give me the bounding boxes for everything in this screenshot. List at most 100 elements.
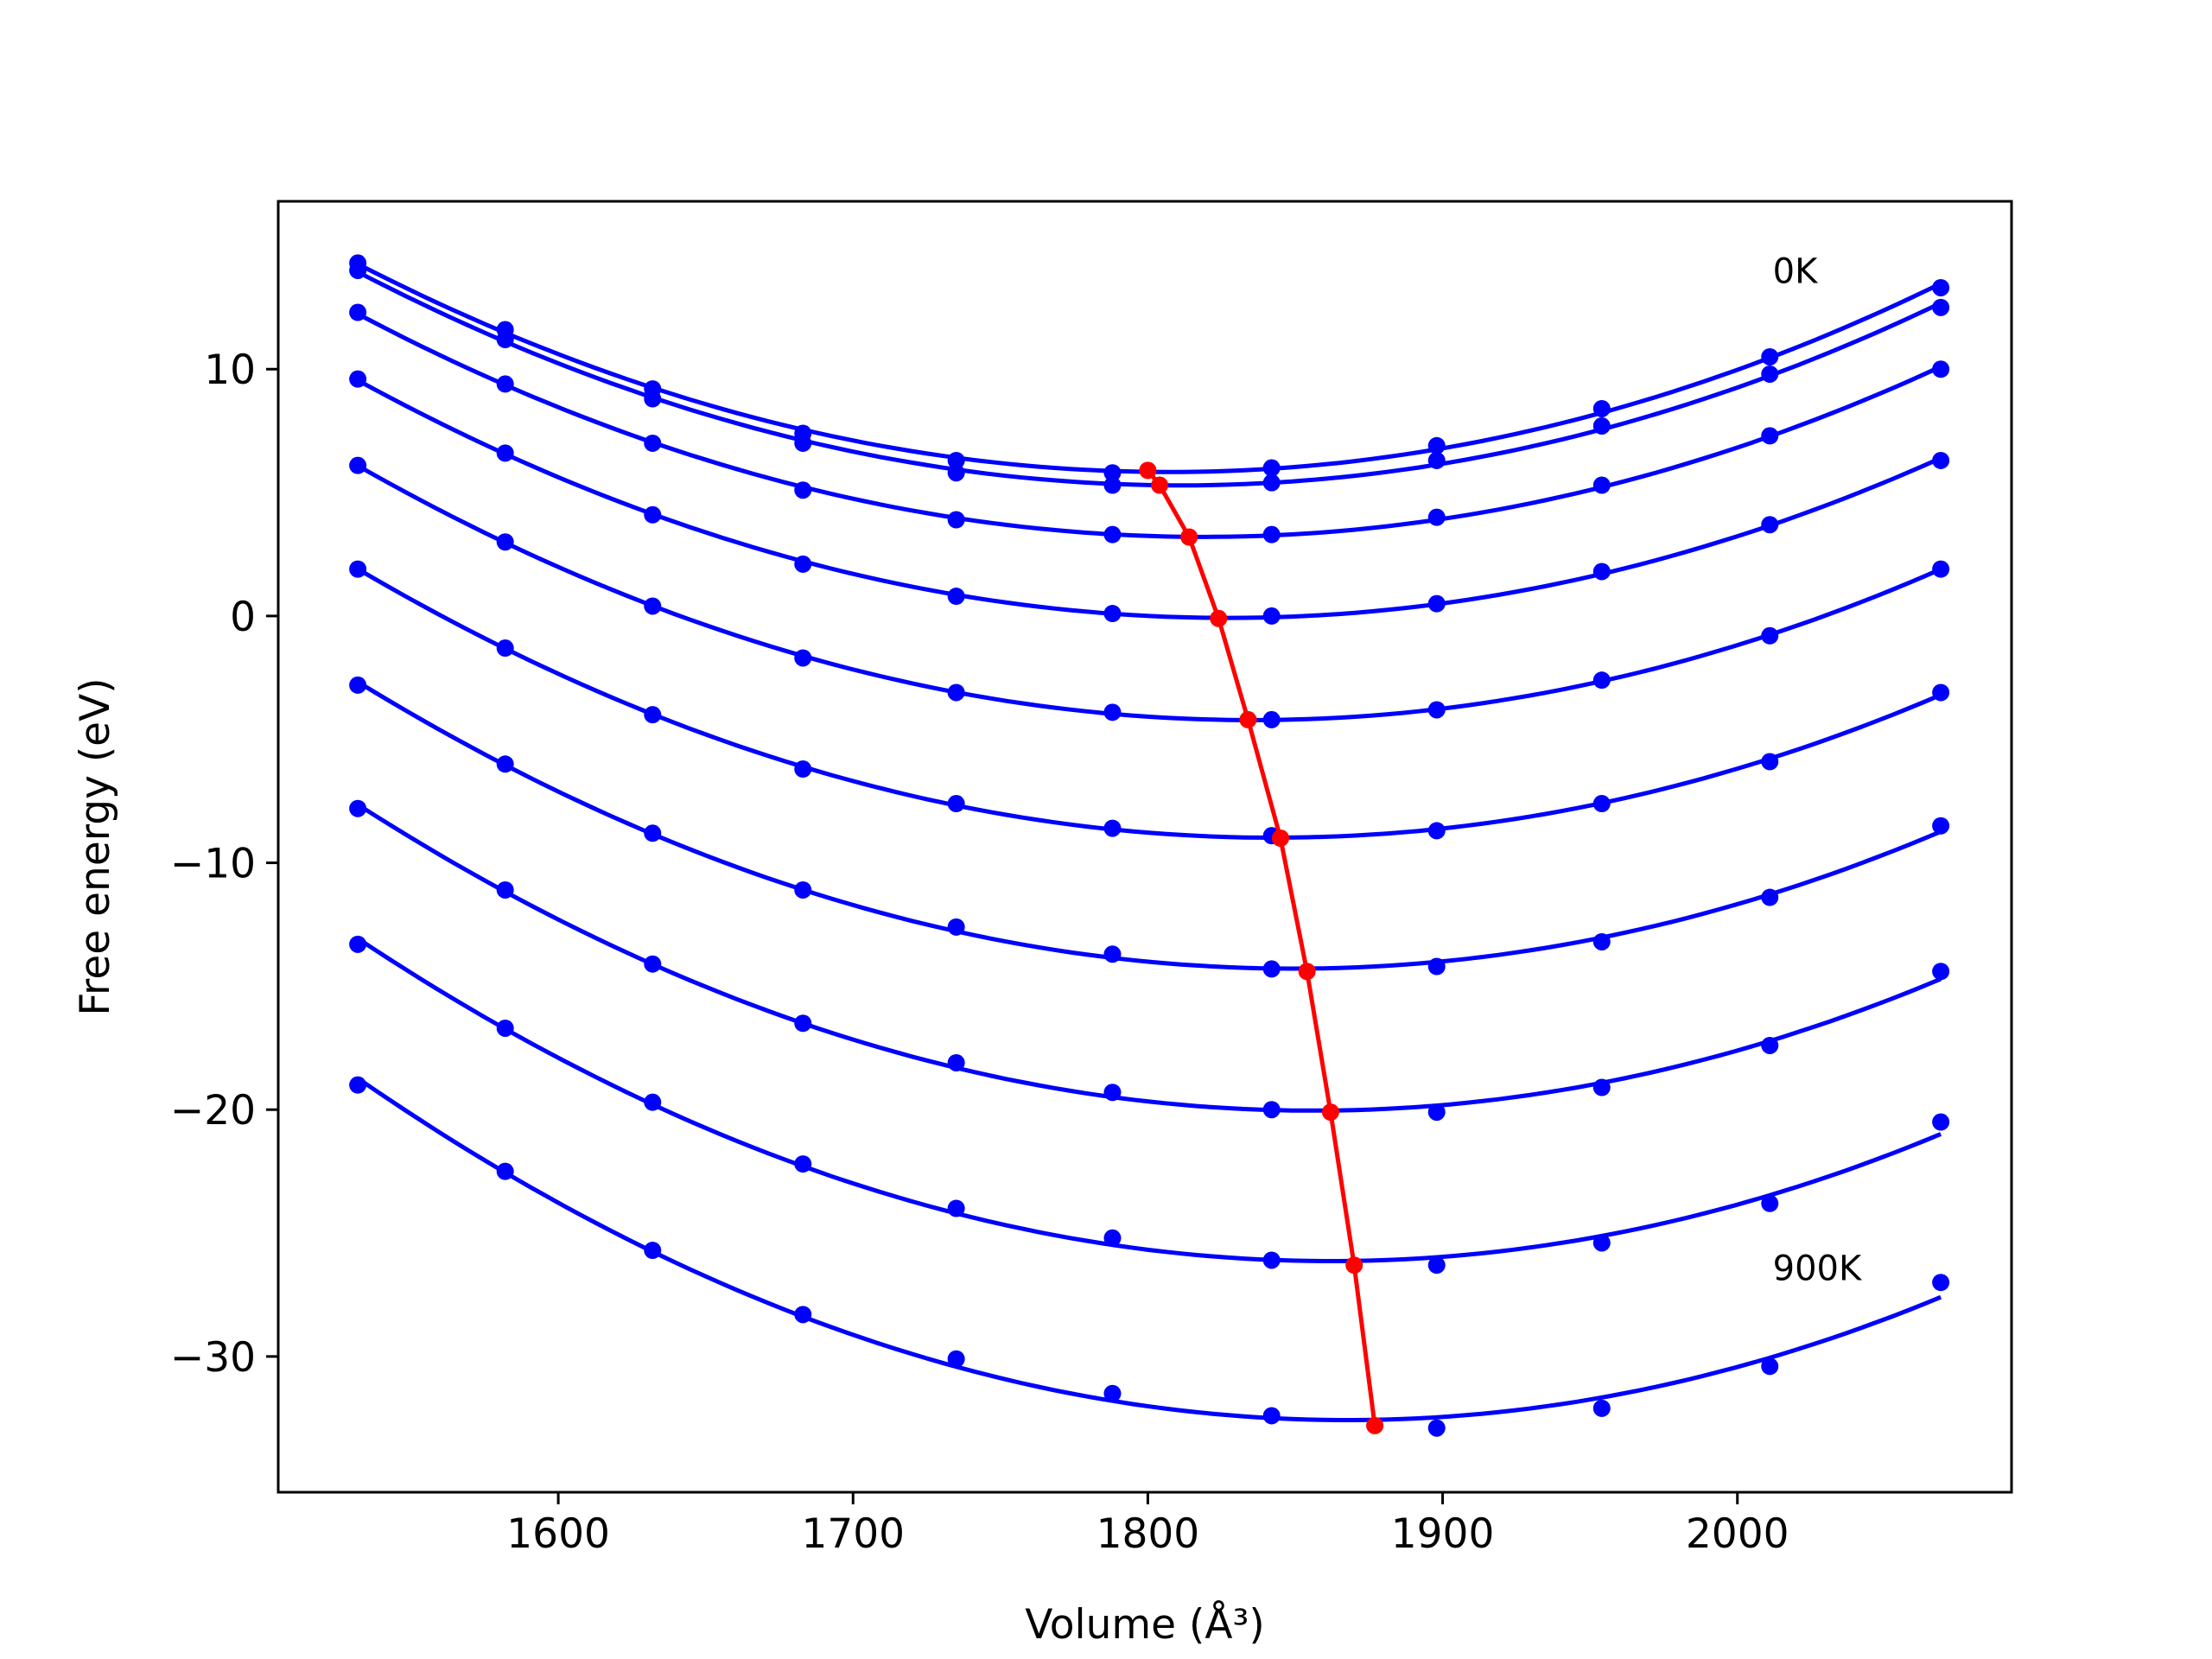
fit-curve-3 xyxy=(356,312,1942,539)
minimum-line-layer xyxy=(1139,461,1384,1434)
data-point xyxy=(1103,819,1122,837)
data-point xyxy=(1761,427,1779,445)
data-point xyxy=(496,1019,514,1037)
data-point xyxy=(1262,525,1281,543)
data-point xyxy=(947,795,965,813)
minimum-point xyxy=(1210,609,1228,627)
fit-curve-9 xyxy=(356,937,1942,1263)
annotations-layer: 0K 900K xyxy=(1773,251,1863,1288)
data-point xyxy=(1932,360,1950,378)
data-point xyxy=(1761,753,1779,771)
data-point xyxy=(794,1306,812,1324)
data-point xyxy=(1932,817,1950,835)
data-point xyxy=(1592,476,1611,494)
data-point xyxy=(1761,516,1779,534)
data-point xyxy=(1592,1234,1611,1252)
data-point xyxy=(349,935,367,953)
annotation-900k: 900K xyxy=(1773,1249,1863,1288)
data-point xyxy=(349,1076,367,1094)
x-tick-label: 1600 xyxy=(506,1510,610,1558)
fit-curve-7 xyxy=(356,680,1942,971)
data-point xyxy=(1103,464,1122,482)
curves-layer xyxy=(356,262,1942,1422)
data-point xyxy=(644,1093,662,1111)
fit-curve-2 xyxy=(356,270,1942,488)
data-point xyxy=(1262,1251,1281,1269)
data-point xyxy=(1761,888,1779,906)
data-point xyxy=(1103,476,1122,494)
data-point xyxy=(1592,399,1611,417)
minimum-point xyxy=(1239,710,1257,728)
data-point xyxy=(794,649,812,667)
data-point xyxy=(1103,1084,1122,1102)
y-ticks-layer: 10 0 −10 −20 −30 xyxy=(170,346,278,1382)
x-tick-label: 1700 xyxy=(801,1510,905,1558)
data-point xyxy=(496,639,514,658)
y-tick-label: 0 xyxy=(230,594,256,641)
minimum-point xyxy=(1345,1256,1363,1274)
data-point xyxy=(947,511,965,529)
x-axis-label: Volume (Å³) xyxy=(1025,1601,1264,1649)
data-point xyxy=(947,1199,965,1217)
data-point xyxy=(349,676,367,694)
data-point xyxy=(1427,1419,1446,1437)
data-point xyxy=(1103,605,1122,623)
minimum-point xyxy=(1366,1416,1384,1434)
data-point xyxy=(1427,822,1446,840)
data-point xyxy=(1262,459,1281,477)
data-point xyxy=(1592,1078,1611,1096)
data-point xyxy=(947,588,965,606)
data-point xyxy=(1932,560,1950,578)
data-point xyxy=(1427,701,1446,719)
data-point xyxy=(947,1350,965,1368)
data-point xyxy=(947,451,965,469)
data-point xyxy=(644,1242,662,1260)
fit-curve-6 xyxy=(356,567,1942,841)
data-point xyxy=(1932,1274,1950,1292)
data-point xyxy=(349,303,367,321)
data-point xyxy=(496,533,514,551)
data-point xyxy=(496,330,514,348)
data-point xyxy=(1761,1357,1779,1376)
data-point xyxy=(1592,416,1611,435)
data-point xyxy=(496,1162,514,1180)
data-point xyxy=(794,880,812,899)
data-point xyxy=(349,370,367,388)
data-point xyxy=(1262,710,1281,728)
data-point xyxy=(1592,563,1611,581)
data-point xyxy=(794,481,812,499)
fit-curve-8 xyxy=(356,803,1942,1113)
data-point xyxy=(496,880,514,899)
data-point xyxy=(644,505,662,524)
x-tick-label: 1900 xyxy=(1391,1510,1495,1558)
data-point xyxy=(794,1155,812,1173)
data-point xyxy=(794,434,812,452)
minimum-point xyxy=(1298,963,1316,981)
data-point xyxy=(1592,671,1611,690)
data-point xyxy=(1592,1399,1611,1417)
data-point xyxy=(1103,703,1122,721)
data-point xyxy=(1932,683,1950,702)
data-point xyxy=(349,261,367,279)
minimum-point xyxy=(1180,528,1198,546)
data-point xyxy=(1262,1407,1281,1425)
y-tick-label: −20 xyxy=(170,1087,256,1135)
fit-curve-4 xyxy=(356,378,1942,620)
data-point xyxy=(947,464,965,482)
data-point xyxy=(644,824,662,842)
data-point xyxy=(794,760,812,779)
data-point xyxy=(947,918,965,936)
annotation-0k: 0K xyxy=(1773,251,1819,291)
data-point xyxy=(1427,508,1446,526)
data-point xyxy=(1262,607,1281,625)
data-point xyxy=(947,1053,965,1071)
y-tick-label: −10 xyxy=(170,841,256,888)
x-tick-label: 1800 xyxy=(1096,1510,1200,1558)
data-point xyxy=(644,706,662,724)
data-point xyxy=(1761,1036,1779,1054)
data-point xyxy=(1761,347,1779,365)
x-ticks-layer: 1600 1700 1800 1900 2000 xyxy=(506,1492,1789,1558)
data-point xyxy=(794,555,812,573)
data-point xyxy=(644,955,662,973)
data-point xyxy=(1427,451,1446,469)
